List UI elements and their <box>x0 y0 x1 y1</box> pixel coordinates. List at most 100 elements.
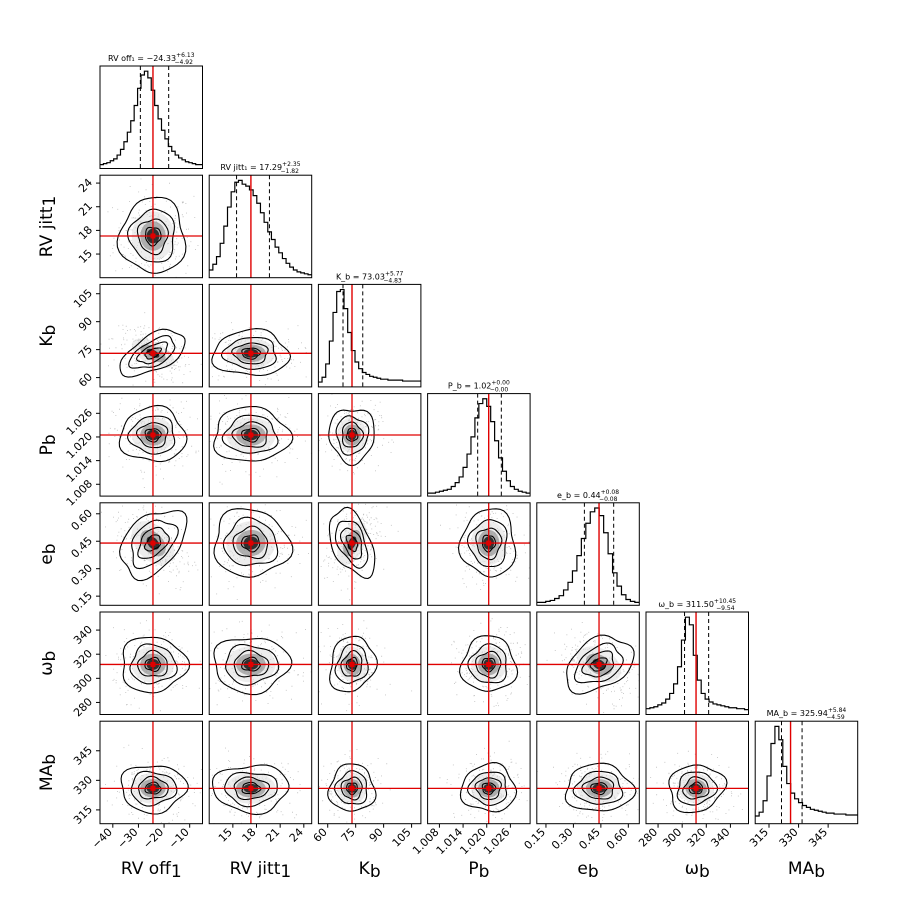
x-axis-label-4: eb <box>577 859 598 882</box>
hist-1 <box>209 179 312 276</box>
truth-point-5-4 <box>596 661 602 667</box>
contour-6-5-1 <box>682 776 710 800</box>
contour-5-4-1 <box>581 650 615 678</box>
xtick-label-6-0: 315 <box>747 826 771 850</box>
panel-5-0 <box>99 611 203 715</box>
panel-5-4 <box>536 611 640 715</box>
xtick-label-0-1: −30 <box>115 826 141 852</box>
contour-5-2-3 <box>329 635 378 693</box>
panel-frame-3-2 <box>317 393 422 497</box>
ytick-label-2-0: 60 <box>76 371 95 390</box>
y-axis-label-4: eb <box>37 543 60 564</box>
hist-title-5: ω_b = 311.50+10.45 −9.54 <box>658 598 736 612</box>
truth-point-6-5 <box>693 785 699 791</box>
xtick-label-2-3: 105 <box>390 826 414 850</box>
truth-point-5-3 <box>486 661 492 667</box>
y-axis-label-1: RV jitt1 <box>37 196 60 258</box>
hist-5 <box>646 616 749 711</box>
xtick-label-0-3: −10 <box>166 826 192 852</box>
x-axis-label-3: Pb <box>468 859 489 882</box>
panel-4-4 <box>536 502 640 606</box>
hist-title-2: K_b = 73.03+5.77 −4.83 <box>336 270 404 284</box>
ytick-label-6-2: 345 <box>71 744 95 768</box>
truth-point-5-1 <box>248 661 254 667</box>
truth-point-3-1 <box>248 432 254 438</box>
panel-6-4 <box>536 720 640 825</box>
xtick-label-6-2: 345 <box>806 826 830 850</box>
panel-frame-4-0 <box>99 502 203 606</box>
x-axis-label-5: ωb <box>685 859 710 882</box>
hist-title-0: RV off₁ = −24.33+6.13 −4.92 <box>108 52 195 66</box>
contour-4-2-2 <box>334 520 369 569</box>
panel-frame-5-0 <box>99 611 203 715</box>
panel-4-0 <box>99 502 203 606</box>
ytick-label-5-0: 280 <box>71 695 95 719</box>
panel-frame-5-1 <box>208 611 313 715</box>
ytick-label-2-1: 75 <box>76 343 95 362</box>
panel-6-5 <box>645 720 749 825</box>
panel-frame-6-6 <box>754 720 859 825</box>
truth-point-6-2 <box>349 785 355 791</box>
x-axis-label-6: MAb <box>788 859 825 882</box>
truth-point-2-0 <box>150 350 156 356</box>
panel-3-0 <box>99 393 203 497</box>
hist-title-6: MA_b = 325.94+5.84 −4.59 <box>767 707 847 721</box>
panel-frame-5-4 <box>536 611 640 715</box>
truth-point-6-0 <box>150 785 156 791</box>
contour-5-2-2 <box>334 643 369 684</box>
hist-title-3: P_b = 1.02+0.00 −0.00 <box>448 380 510 394</box>
panel-5-1 <box>208 611 313 715</box>
hist-2 <box>318 288 421 383</box>
truth-point-5-0 <box>150 661 156 667</box>
xtick-label-1-1: 18 <box>240 826 259 845</box>
contour-6-5-3 <box>668 764 728 814</box>
xtick-label-0-0: −40 <box>89 826 115 852</box>
xtick-label-4-0: 0.15 <box>522 826 549 853</box>
panel-frame-4-4 <box>536 502 640 606</box>
hist-0 <box>100 70 203 166</box>
panel-frame-3-3 <box>427 393 531 497</box>
hist-title-4: e_b = 0.44+0.08 −0.08 <box>557 489 619 503</box>
contour-2-0-0 <box>144 347 162 360</box>
y-axis-label-2: Kb <box>37 325 60 347</box>
panel-0-0 <box>99 65 203 169</box>
panel-3-2 <box>317 393 422 497</box>
contour-5-4-0 <box>589 657 608 672</box>
panel-frame-5-2 <box>317 611 422 715</box>
truth-point-2-1 <box>248 350 254 356</box>
xtick-label-0-2: −20 <box>141 826 167 852</box>
xtick-label-4-1: 0.30 <box>549 826 576 853</box>
contour-4-1-3 <box>213 508 294 578</box>
panel-2-1 <box>208 283 313 388</box>
truth-point-3-2 <box>349 432 355 438</box>
hist-6 <box>755 725 858 817</box>
xtick-label-3-3: 1.026 <box>481 826 512 857</box>
x-axis-label-0: RV off1 <box>121 859 182 882</box>
truth-point-6-1 <box>248 785 254 791</box>
panel-frame-4-2 <box>317 502 422 606</box>
panel-frame-6-3 <box>427 720 531 825</box>
truth-point-4-2 <box>349 540 355 546</box>
contour-2-0-2 <box>128 334 176 369</box>
panel-frame-4-1 <box>208 502 313 606</box>
xtick-label-4-2: 0.45 <box>576 826 603 853</box>
panel-frame-1-1 <box>208 174 313 279</box>
panel-frame-4-3 <box>427 502 531 606</box>
truth-point-6-4 <box>596 785 602 791</box>
contour-5-4-2 <box>573 642 624 684</box>
y-axis-label-3: Pb <box>37 434 60 455</box>
hist-3 <box>427 398 531 494</box>
xtick-label-2-0: 60 <box>311 826 330 845</box>
contour-6-5-2 <box>676 771 719 806</box>
xtick-label-5-3: 340 <box>708 826 732 850</box>
contour-6-5-0 <box>688 781 703 795</box>
contour-4-1-0 <box>240 534 261 553</box>
panel-1-1 <box>208 174 313 279</box>
panel-5-2 <box>317 611 422 715</box>
panel-frame-0-0 <box>99 65 203 169</box>
scatter-5-0 <box>105 618 202 712</box>
xtick-label-4-3: 0.60 <box>604 826 631 853</box>
ytick-label-3-3: 1.026 <box>64 406 95 437</box>
contour-4-1-2 <box>222 516 279 566</box>
